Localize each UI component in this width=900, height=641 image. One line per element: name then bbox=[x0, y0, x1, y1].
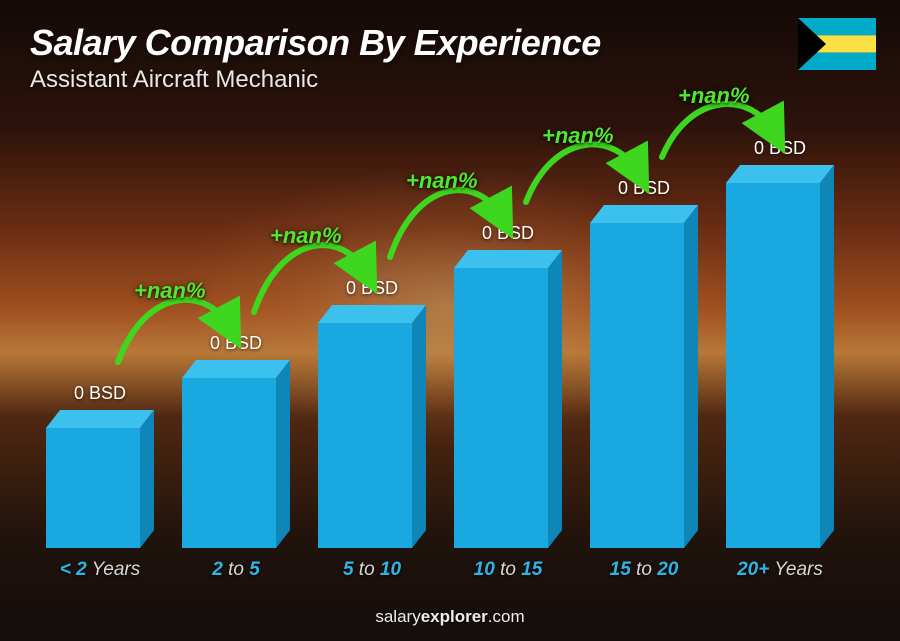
page-title: Salary Comparison By Experience bbox=[30, 22, 601, 64]
change-percent-label: +nan% bbox=[542, 123, 614, 149]
increase-arrow-icon bbox=[526, 144, 638, 202]
change-percent-label: +nan% bbox=[270, 223, 342, 249]
change-percent-label: +nan% bbox=[678, 83, 750, 109]
header: Salary Comparison By Experience Assistan… bbox=[30, 22, 601, 94]
increase-arrow-icon bbox=[254, 245, 366, 312]
bahamas-flag-icon bbox=[798, 18, 876, 70]
change-percent-label: +nan% bbox=[406, 168, 478, 194]
increase-arrow-icon bbox=[118, 300, 230, 362]
increase-arrow-icon bbox=[390, 190, 502, 257]
page-subtitle: Assistant Aircraft Mechanic bbox=[30, 66, 601, 94]
country-flag bbox=[798, 18, 876, 70]
footer-branding: salaryexplorer.com bbox=[0, 607, 900, 627]
change-percent-label: +nan% bbox=[134, 278, 206, 304]
chart-area: 0 BSD < 2 Years0 BSD 2 to 50 BSD 5 to 10… bbox=[30, 115, 850, 581]
brand-domain: .com bbox=[488, 607, 525, 626]
brand-suffix: explorer bbox=[421, 607, 488, 626]
brand-prefix: salary bbox=[375, 607, 420, 626]
